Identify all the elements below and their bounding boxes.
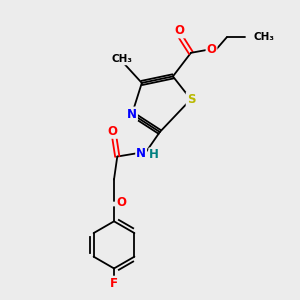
Text: CH₃: CH₃ bbox=[253, 32, 274, 42]
Text: O: O bbox=[174, 24, 184, 38]
Text: O: O bbox=[206, 43, 217, 56]
Text: N: N bbox=[127, 107, 137, 121]
Text: O: O bbox=[107, 125, 117, 138]
Text: S: S bbox=[187, 93, 195, 106]
Text: N: N bbox=[136, 147, 146, 160]
Text: CH₃: CH₃ bbox=[112, 54, 133, 64]
Text: O: O bbox=[116, 196, 126, 209]
Text: H: H bbox=[149, 148, 159, 161]
Text: F: F bbox=[110, 277, 118, 290]
